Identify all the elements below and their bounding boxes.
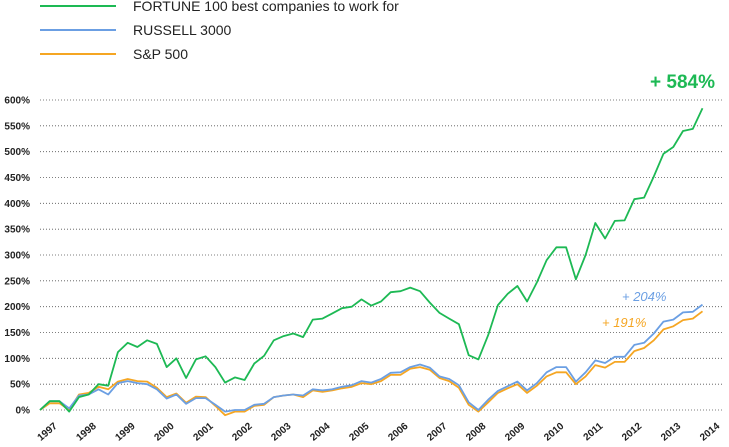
x-tick-label: 2009 xyxy=(503,421,527,444)
x-tick-label: 2004 xyxy=(308,421,332,444)
y-tick-label: 450% xyxy=(4,173,30,184)
y-tick-label: 400% xyxy=(4,199,30,210)
y-tick-label: 500% xyxy=(4,147,30,158)
x-tick-label: 2013 xyxy=(659,421,683,444)
x-tick-label: 2012 xyxy=(620,421,644,444)
series-line-2 xyxy=(39,310,704,417)
x-tick-label: 2007 xyxy=(425,421,449,444)
series-lines xyxy=(39,107,704,417)
end-value-label: + 584% xyxy=(650,72,715,93)
y-tick-label: 250% xyxy=(4,276,30,287)
y-tick-label: 300% xyxy=(4,251,30,262)
x-tick-label: 2008 xyxy=(464,421,488,444)
y-tick-label: 350% xyxy=(4,225,30,236)
series-line-1 xyxy=(39,303,704,413)
series-line-0 xyxy=(39,107,704,413)
x-tick-label: 1999 xyxy=(113,421,137,444)
gridlines xyxy=(40,99,722,411)
annotations: + 584% + 204% + 191% xyxy=(602,72,715,330)
y-tick-label: 600% xyxy=(4,96,30,107)
legend-label: S&P 500 xyxy=(133,46,188,62)
x-tick-label: 2003 xyxy=(269,421,293,444)
y-tick-label: 50% xyxy=(10,380,30,391)
legend: FORTUNE 100 best companies to work for RU… xyxy=(40,0,399,62)
y-axis-ticks: 0% 50% 100% 150% 200% 250% 300% 350% 400% 450% 500… xyxy=(4,96,30,417)
y-tick-label: 100% xyxy=(4,354,30,365)
y-tick-label: 200% xyxy=(4,302,30,313)
x-tick-label: 2005 xyxy=(347,421,371,444)
x-tick-label: 2002 xyxy=(230,421,254,444)
x-tick-label: 1998 xyxy=(75,421,99,444)
x-axis-ticks: 1997 1998 1999 2000 2001 2002 2003 2004 2005 2006… xyxy=(36,421,723,444)
x-tick-label: 2011 xyxy=(582,421,606,444)
x-tick-label: 2001 xyxy=(191,421,215,444)
y-tick-label: 0% xyxy=(16,406,31,417)
x-tick-label: 1997 xyxy=(36,421,60,444)
y-tick-label: 150% xyxy=(4,328,30,339)
x-tick-label: 2014 xyxy=(698,421,722,444)
legend-label: FORTUNE 100 best companies to work for xyxy=(133,0,399,14)
end-value-label: + 204% xyxy=(622,289,666,304)
end-value-label: + 191% xyxy=(602,315,646,330)
x-tick-label: 2000 xyxy=(152,421,176,444)
legend-label: RUSSELL 3000 xyxy=(133,22,232,38)
x-tick-label: 2006 xyxy=(386,421,410,444)
y-tick-label: 550% xyxy=(4,121,30,132)
x-tick-label: 2010 xyxy=(542,421,566,444)
